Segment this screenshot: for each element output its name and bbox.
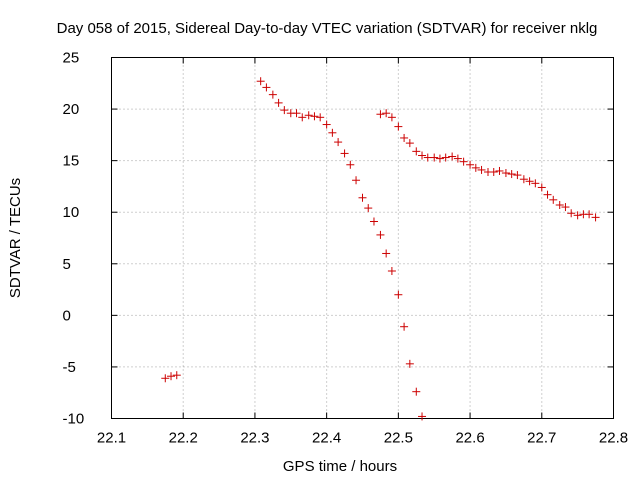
data-point — [477, 165, 486, 174]
y-tick-label: 20 — [63, 101, 80, 118]
data-points — [161, 77, 600, 421]
data-point — [501, 169, 510, 178]
data-point — [387, 113, 396, 122]
x-tick-label: 22.5 — [384, 430, 413, 447]
data-point — [405, 139, 414, 148]
data-point — [387, 267, 396, 276]
data-point — [382, 249, 391, 258]
data-point — [435, 154, 444, 163]
y-tick-label: -5 — [63, 359, 76, 376]
data-point — [466, 160, 475, 169]
x-tick-label: 22.7 — [527, 430, 556, 447]
data-point — [172, 371, 181, 380]
data-point — [471, 163, 480, 172]
data-point — [555, 200, 564, 209]
x-tick-label: 22.4 — [312, 430, 341, 447]
chart-title: Day 058 of 2015, Sidereal Day-to-day VTE… — [57, 20, 598, 37]
data-point — [346, 160, 355, 169]
x-tick-label: 22.3 — [240, 430, 269, 447]
data-point — [519, 175, 528, 184]
data-point — [310, 112, 319, 121]
data-point — [161, 374, 170, 383]
data-point — [400, 133, 409, 142]
data-point — [316, 113, 325, 122]
data-point — [412, 147, 421, 156]
data-point — [549, 195, 558, 204]
data-point — [394, 122, 403, 131]
data-point — [489, 167, 498, 176]
y-tick-label: 0 — [63, 307, 71, 324]
data-point — [167, 372, 176, 381]
plot-frame — [111, 57, 614, 419]
data-point — [561, 203, 570, 212]
data-point — [448, 152, 457, 161]
x-axis-label: GPS time / hours — [283, 458, 397, 475]
data-point — [358, 193, 367, 202]
data-point — [292, 109, 301, 118]
data-point — [400, 322, 409, 331]
x-tick-label: 22.1 — [97, 430, 126, 447]
data-point — [441, 153, 450, 162]
data-point — [513, 171, 522, 180]
axis-ticks: 22.1 22.2 22.3 22.4 22.5 22.6 22.7 22.8 -10 -5 0 5 1… — [63, 50, 629, 447]
data-point — [328, 128, 337, 137]
data-point — [369, 217, 378, 226]
grid — [111, 57, 614, 419]
data-point — [507, 170, 516, 179]
data-point — [376, 110, 385, 119]
data-point — [418, 412, 427, 421]
x-tick-label: 22.6 — [455, 430, 484, 447]
data-point — [274, 98, 283, 107]
y-tick-label: 25 — [63, 50, 80, 67]
data-point — [298, 113, 307, 122]
data-point — [304, 111, 313, 120]
data-point — [376, 230, 385, 239]
y-tick-label: 10 — [63, 204, 80, 221]
data-point — [591, 213, 600, 222]
data-point — [364, 204, 373, 213]
data-point — [459, 157, 468, 166]
data-point — [334, 138, 343, 147]
data-point — [262, 83, 271, 92]
data-point — [585, 210, 594, 219]
data-point — [340, 149, 349, 158]
data-point — [430, 153, 439, 162]
y-axis-label: SDTVAR / TECUs — [7, 178, 24, 298]
data-point — [567, 209, 576, 218]
data-point — [531, 179, 540, 188]
data-point — [412, 387, 421, 396]
data-point — [537, 183, 546, 192]
data-point — [543, 190, 552, 199]
y-tick-label: 5 — [63, 256, 71, 273]
data-point — [453, 154, 462, 163]
data-point — [495, 166, 504, 175]
data-point — [382, 109, 391, 118]
x-tick-label: 22.2 — [169, 430, 198, 447]
y-tick-label: 15 — [63, 153, 80, 170]
data-point — [405, 359, 414, 368]
data-point — [268, 90, 277, 99]
data-point — [525, 177, 534, 186]
x-tick-label: 22.8 — [599, 430, 628, 447]
data-point — [280, 106, 289, 115]
data-point — [573, 211, 582, 220]
data-point — [322, 120, 331, 129]
data-point — [394, 290, 403, 299]
y-tick-label: -10 — [63, 411, 85, 428]
data-point — [352, 176, 361, 185]
data-point — [418, 151, 427, 160]
data-point — [256, 77, 265, 86]
